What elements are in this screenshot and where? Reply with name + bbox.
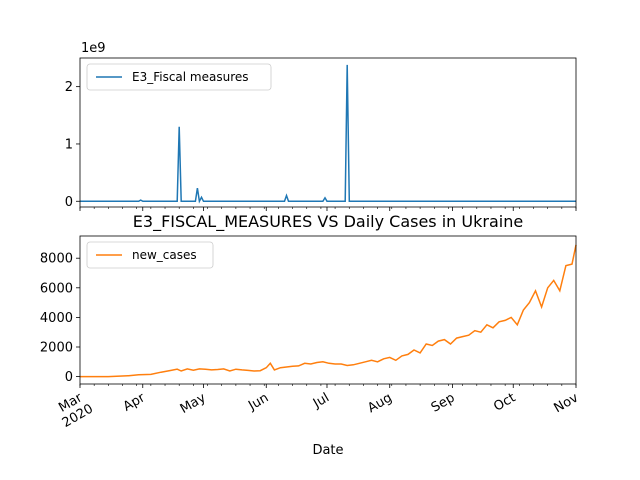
y-tick-label: 0 [65,195,73,210]
x-tick-label: May [178,390,209,417]
y-tick-label: 2 [65,80,73,95]
y-tick-label: 4000 [40,311,73,326]
top-x-ticks [79,207,577,211]
top-axes-frame [79,57,577,208]
top-y-ticks: 0 1 2 [65,80,80,210]
x-tick-label: Jun [245,390,271,414]
x-axis-label: Date [312,443,343,458]
bottom-x-ticks: Mar2020 Apr May Jun Jul Aug Sep Oct Nov [52,384,582,431]
top-legend: E3_Fiscal measures [86,63,272,91]
bottom-legend-label: new_cases [132,248,197,262]
y-tick-label: 1 [65,137,73,152]
x-tick-label: Oct [491,390,518,414]
bottom-legend: new_cases [86,241,214,269]
bottom-axes-frame [79,235,577,385]
x-tick-label: Jul [310,390,332,411]
top-legend-box [86,63,272,91]
bottom-panel: E3_FISCAL_MEASURES VS Daily Cases in Ukr… [40,212,581,458]
x-tick-label: Sep [429,390,458,415]
x-tick-label: Apr [121,390,149,415]
top-y-multiplier: 1e9 [81,41,106,56]
series-line-1 [80,64,576,204]
x-tick-label: Aug [365,390,394,416]
chart-title: E3_FISCAL_MEASURES VS Daily Cases in Ukr… [133,212,523,232]
x-tick-label: Mar2020 [52,388,96,431]
y-tick-label: 6000 [40,281,73,296]
y-tick-label: 0 [65,370,73,385]
y-tick-label: 8000 [40,252,73,267]
series-line-1 [80,244,577,378]
top-legend-label: E3_Fiscal measures [132,70,249,84]
bottom-y-ticks: 0 2000 4000 6000 8000 [40,252,80,385]
bottom-plot-area [80,244,577,378]
top-plot-area [80,64,576,204]
y-tick-label: 2000 [40,341,73,356]
bottom-legend-box [86,241,214,269]
x-tick-label: Nov [552,390,582,416]
top-panel: 0 1 2 1e9 E3_Fiscal measures [65,41,577,211]
